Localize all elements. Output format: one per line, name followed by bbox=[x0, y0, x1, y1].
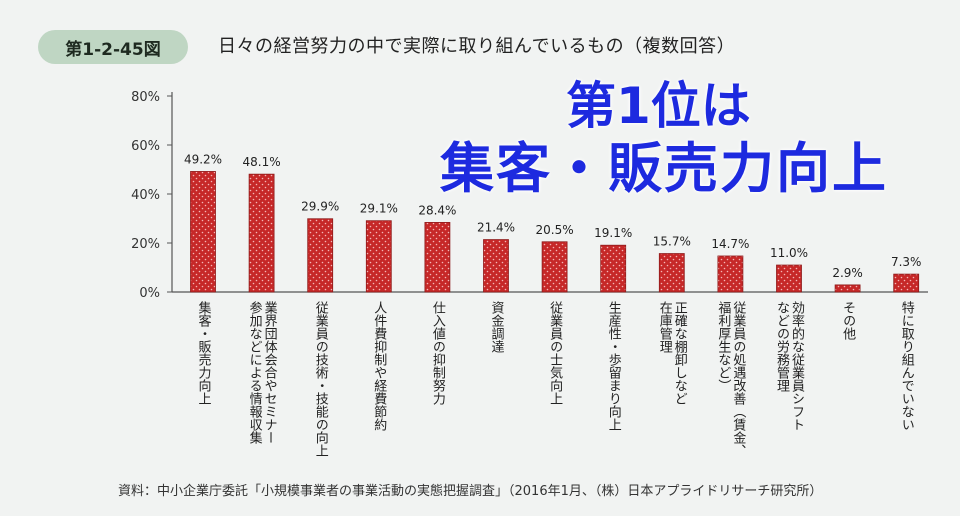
bar bbox=[717, 255, 744, 293]
value-labels: 49.2% 48.1% 29.9% 29.1% 28.4% 21.4% 20.5% 19.1%… bbox=[184, 152, 922, 279]
figure-label: 第1-2-45図 bbox=[38, 30, 188, 64]
category-label: 特に取り組んでいない bbox=[899, 301, 915, 431]
bar-value-label: 19.1% bbox=[594, 226, 632, 240]
bar-value-label: 15.7% bbox=[653, 235, 691, 249]
bar bbox=[483, 239, 509, 293]
bar-value-label: 48.1% bbox=[243, 155, 281, 169]
bars bbox=[190, 171, 920, 293]
bar bbox=[776, 264, 802, 293]
category-label: 福利厚生など） bbox=[715, 301, 731, 392]
y-tick-label: 80% bbox=[131, 90, 160, 105]
bar-value-label: 7.3% bbox=[891, 255, 922, 269]
category-label: 従業員の技術・技能の向上 bbox=[313, 301, 329, 457]
bar-value-label: 20.5% bbox=[536, 223, 574, 237]
bar bbox=[658, 253, 685, 293]
category-label: 業界団体会合やセミナー bbox=[262, 300, 278, 444]
bar-value-label: 29.9% bbox=[301, 200, 339, 214]
y-tick-label: 60% bbox=[131, 139, 160, 154]
y-tick-label: 0% bbox=[139, 286, 160, 301]
category-label: 生産性・歩留まり向上 bbox=[606, 301, 622, 431]
y-tick-label: 20% bbox=[131, 237, 160, 252]
bar bbox=[307, 218, 334, 293]
category-label: 従業員の処遇改善（賃金、 bbox=[730, 301, 746, 457]
category-label: 正確な棚卸しなど bbox=[672, 301, 688, 405]
callout-rank: 第1位は bbox=[566, 77, 751, 135]
figure-title: 日々の経営努力の中で実際に取り組んでいるもの（複数回答） bbox=[218, 36, 736, 57]
bar bbox=[424, 222, 451, 293]
bar-value-label: 29.1% bbox=[360, 202, 398, 216]
bar-value-label: 49.2% bbox=[184, 152, 222, 166]
category-label: 集客・販売力向上 bbox=[196, 300, 212, 405]
bar bbox=[365, 220, 392, 293]
source-note: 資料：中小企業庁委託「小規模事業者の事業活動の実態把握調査」（2016年1月、（… bbox=[118, 484, 823, 499]
bar-value-label: 11.0% bbox=[770, 246, 808, 260]
bar-value-label: 21.4% bbox=[477, 221, 515, 235]
category-label: 効率的な従業員シフト bbox=[789, 301, 805, 431]
category-label: 仕入値の抑制努力 bbox=[430, 301, 446, 406]
bar bbox=[893, 273, 920, 293]
bar bbox=[541, 241, 568, 293]
callout-item: 集客・販売力向上 bbox=[440, 137, 888, 200]
category-label: 参加などによる情報収集 bbox=[247, 300, 263, 444]
category-label: などの労務管理 bbox=[774, 301, 790, 392]
category-label: 人件費抑制や経費節約 bbox=[371, 301, 387, 431]
bar bbox=[600, 244, 627, 293]
bar bbox=[834, 284, 861, 293]
bar bbox=[190, 171, 216, 293]
y-tick-label: 40% bbox=[131, 188, 160, 203]
category-label: その他 bbox=[840, 301, 856, 341]
category-label: 在庫管理 bbox=[657, 301, 673, 353]
bar bbox=[248, 173, 275, 293]
bar-value-label: 2.9% bbox=[832, 266, 863, 280]
category-label: 従業員の士気向上 bbox=[547, 301, 563, 405]
bar-value-label: 14.7% bbox=[711, 237, 749, 251]
bar-value-label: 28.4% bbox=[418, 203, 456, 217]
category-label: 資金調達 bbox=[489, 301, 505, 353]
